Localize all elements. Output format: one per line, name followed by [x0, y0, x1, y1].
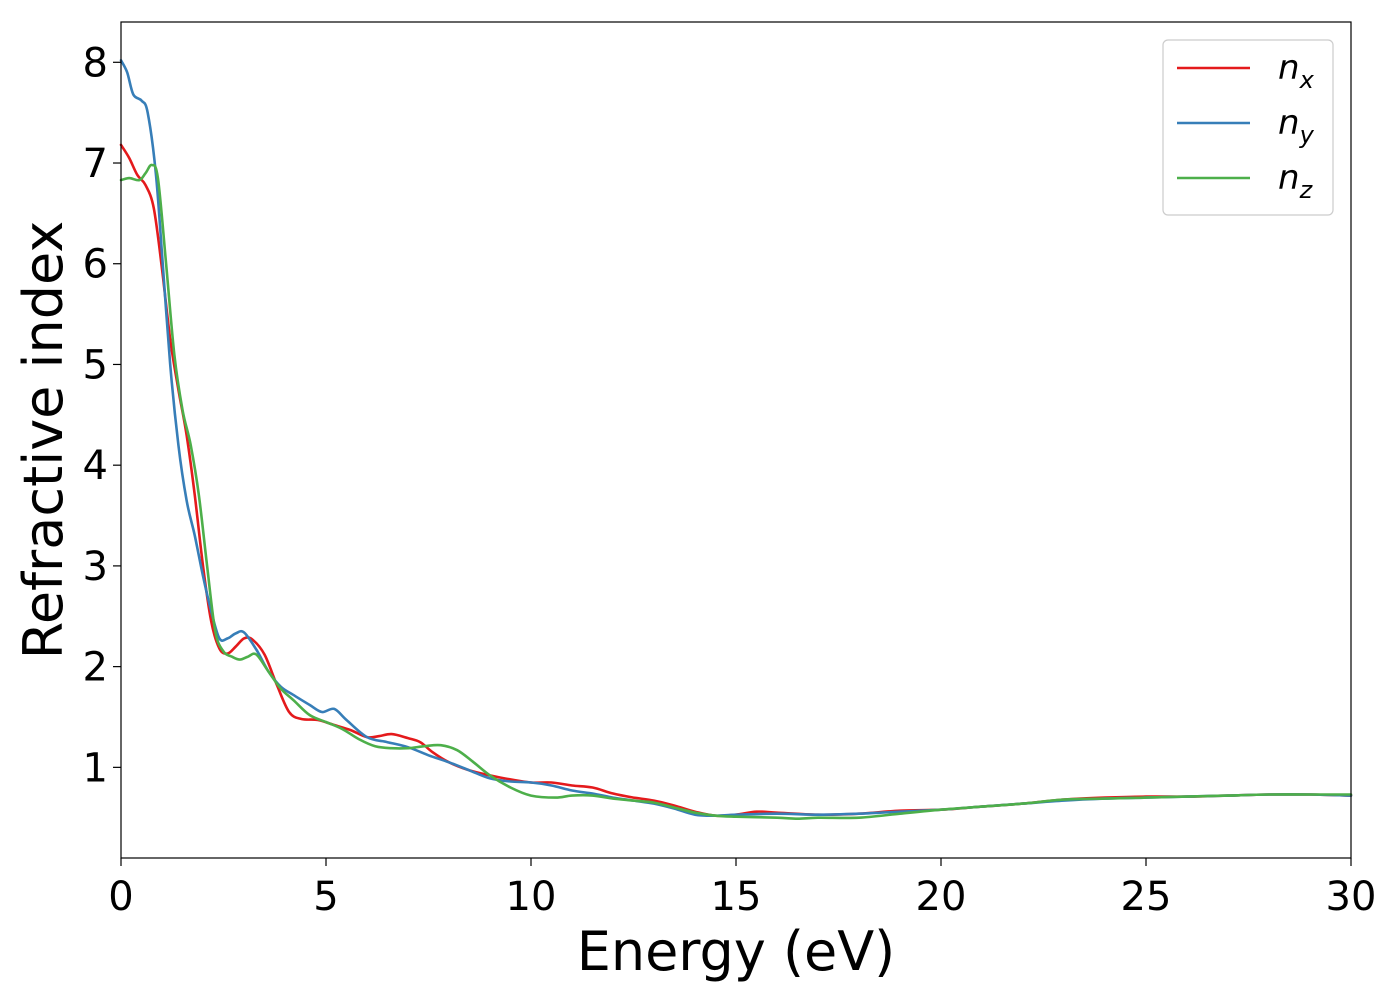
y-tick-label: 8: [83, 40, 108, 86]
series-line-nz: [119, 163, 1353, 820]
legend-box: [1162, 39, 1334, 216]
x-tick-label: 25: [1121, 874, 1172, 920]
x-tick-label: 15: [711, 874, 762, 920]
legend-label-ny: ny: [1278, 103, 1315, 149]
legend-label-base: n: [1278, 103, 1300, 143]
legend-label-nx: nx: [1278, 48, 1315, 94]
legend-label-base: n: [1278, 48, 1300, 88]
y-tick-label: 3: [83, 544, 108, 590]
x-tick-label: 20: [916, 874, 967, 920]
y-tick-label: 6: [83, 242, 108, 288]
legend-label-base: n: [1278, 158, 1300, 198]
y-tick-label: 2: [83, 645, 108, 691]
x-axis-ticks: 0 5 10 15 20 25 30: [108, 858, 1376, 920]
x-axis-label: Energy (eV): [577, 920, 896, 983]
x-tick-label: 10: [506, 874, 557, 920]
legend-label-subscript: z: [1299, 176, 1314, 204]
y-tick-label: 5: [83, 342, 108, 388]
legend-label-subscript: x: [1299, 66, 1315, 94]
x-tick-label: 5: [313, 874, 338, 920]
legend-label-subscript: y: [1299, 121, 1315, 149]
x-tick-label: 0: [108, 874, 133, 920]
y-tick-label: 1: [83, 745, 108, 791]
y-tick-label: 7: [83, 141, 108, 187]
x-tick-label: 30: [1326, 874, 1377, 920]
y-axis-ticks: 1 2 3 4 5 6 7 8: [83, 40, 121, 791]
legend-label-nz: nz: [1278, 158, 1314, 204]
y-axis-label: Refractive index: [12, 221, 75, 660]
series-layer: [119, 59, 1353, 820]
y-tick-label: 4: [83, 443, 108, 489]
